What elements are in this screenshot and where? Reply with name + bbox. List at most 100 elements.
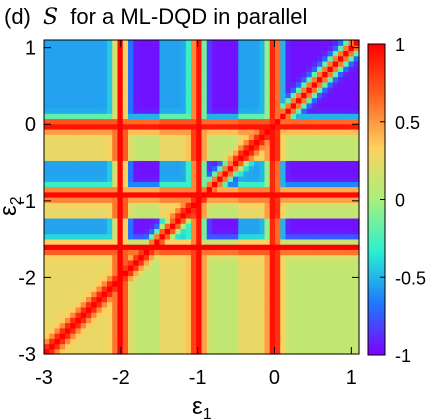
heatmap-cell <box>170 280 176 287</box>
heatmap-cell <box>343 348 350 355</box>
heatmap-cell <box>170 191 176 198</box>
heatmap-cell <box>80 233 87 240</box>
heatmap-cell <box>96 160 103 167</box>
heatmap-cell <box>80 270 87 277</box>
heatmap-cell <box>275 181 281 188</box>
heatmap-cell <box>348 97 355 104</box>
heatmap-cell <box>301 212 308 219</box>
heatmap-cell <box>233 322 239 329</box>
heatmap-cell <box>280 40 287 46</box>
heatmap-cell <box>280 50 287 57</box>
heatmap-cell <box>70 338 77 345</box>
heatmap-cell <box>65 312 71 318</box>
heatmap-cell <box>143 327 150 334</box>
heatmap-cell <box>206 60 213 67</box>
heatmap-cell <box>238 40 245 46</box>
heatmap-cell <box>133 128 140 135</box>
heatmap-cell <box>306 45 313 52</box>
heatmap-cell <box>159 71 166 78</box>
heatmap-cell <box>196 108 203 114</box>
heatmap-cell <box>317 40 323 46</box>
heatmap-cell <box>227 134 234 141</box>
heatmap-cell <box>254 81 260 88</box>
heatmap-cell <box>70 285 77 292</box>
heatmap-cell <box>175 71 182 78</box>
heatmap-cell <box>133 144 140 151</box>
heatmap-cell <box>196 66 203 72</box>
heatmap-cell <box>191 102 197 109</box>
heatmap-cell <box>143 296 150 303</box>
heatmap-cell <box>290 45 297 52</box>
heatmap-cell <box>180 233 187 240</box>
heatmap-cell <box>306 102 313 109</box>
heatmap-cell <box>143 285 150 292</box>
heatmap-cell <box>311 108 318 114</box>
heatmap-cell <box>311 186 318 193</box>
heatmap-cell <box>49 97 56 104</box>
heatmap-cell <box>159 212 166 219</box>
heatmap-cell <box>206 97 213 104</box>
heatmap-cell <box>201 134 208 141</box>
heatmap-cell <box>275 102 281 109</box>
heatmap-cell <box>269 249 276 256</box>
heatmap-cell <box>285 312 292 318</box>
heatmap-cell <box>75 301 82 308</box>
heatmap-cell <box>117 254 124 261</box>
heatmap-cell <box>322 92 329 99</box>
heatmap-cell <box>311 275 318 282</box>
heatmap-cell <box>164 139 171 146</box>
heatmap-cell <box>75 249 82 256</box>
heatmap-cell <box>122 233 129 240</box>
heatmap-cell <box>149 338 155 345</box>
heatmap-cell <box>201 322 208 329</box>
heatmap-cell <box>343 149 350 156</box>
heatmap-cell <box>86 81 92 88</box>
heatmap-cell <box>259 312 266 318</box>
heatmap-cell <box>138 92 145 99</box>
heatmap-cell <box>238 338 245 345</box>
heatmap-cell <box>133 223 140 229</box>
heatmap-cell <box>290 259 297 266</box>
heatmap-cell <box>269 301 276 308</box>
heatmap-cell <box>96 306 103 313</box>
heatmap-cell <box>317 45 323 52</box>
heatmap-cell <box>311 45 318 52</box>
heatmap-cell <box>49 254 56 261</box>
heatmap-cell <box>133 280 140 287</box>
heatmap-cell <box>353 348 360 355</box>
heatmap-cell <box>280 270 287 277</box>
heatmap-cell <box>185 296 192 303</box>
heatmap-cell <box>212 249 218 256</box>
heatmap-cell <box>154 327 161 334</box>
heatmap-cell <box>206 212 213 219</box>
heatmap-cell <box>275 291 281 298</box>
heatmap-cell <box>248 249 255 256</box>
heatmap-cell <box>338 181 344 188</box>
heatmap-cell <box>206 45 213 52</box>
heatmap-cell <box>128 186 134 193</box>
heatmap-cell <box>143 76 150 83</box>
heatmap-cell <box>254 197 260 203</box>
heatmap-cell <box>306 348 313 355</box>
heatmap-cell <box>164 238 171 245</box>
heatmap-cell <box>264 270 271 277</box>
heatmap-cell <box>317 207 323 214</box>
heatmap-cell <box>185 285 192 292</box>
heatmap-cell <box>91 102 98 109</box>
heatmap-cell <box>80 113 87 120</box>
heatmap-cell <box>322 223 329 229</box>
heatmap-cell <box>138 327 145 334</box>
heatmap-cell <box>222 40 229 46</box>
heatmap-cell <box>327 280 334 287</box>
heatmap-cell <box>212 76 218 83</box>
heatmap-cell <box>227 139 234 146</box>
heatmap-cell <box>75 317 82 324</box>
heatmap-cell <box>65 296 71 303</box>
heatmap-cell <box>317 139 323 146</box>
heatmap-cell <box>353 249 360 256</box>
heatmap-cell <box>59 45 66 52</box>
heatmap-cell <box>343 207 350 214</box>
heatmap-cell <box>185 176 192 182</box>
heatmap-cell <box>128 249 134 256</box>
heatmap-cell <box>133 191 140 198</box>
